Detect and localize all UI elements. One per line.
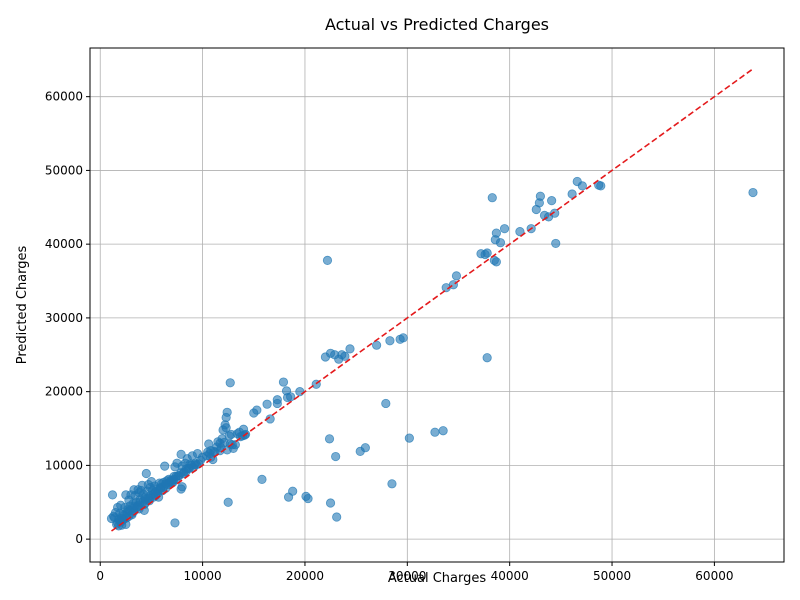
y-axis-ticks: 0 10000 20000 30000 40000 50000 60000 [45, 90, 90, 546]
data-point [332, 512, 342, 522]
data-point [372, 340, 382, 350]
data-point [404, 433, 414, 443]
plot-frame [89, 47, 785, 563]
data-point [186, 460, 196, 470]
grid-lines [90, 48, 784, 562]
data-point [322, 255, 333, 265]
data-point [295, 387, 305, 397]
data-point [272, 398, 282, 409]
y-tick-label: 30000 [45, 311, 83, 325]
plot-area [90, 48, 784, 562]
data-point [257, 474, 267, 485]
x-tick-label: 60000 [695, 569, 733, 583]
data-point [345, 344, 355, 354]
data-point [748, 187, 758, 198]
x-tick-label: 0 [96, 569, 104, 583]
data-point [324, 434, 335, 444]
y-tick-label: 50000 [45, 163, 83, 177]
data-point [438, 426, 448, 436]
data-point [141, 468, 151, 479]
data-point [515, 227, 525, 237]
y-axis-label: Predicted Charges [15, 245, 30, 364]
data-point [491, 257, 501, 267]
data-point [262, 399, 272, 409]
data-points [106, 176, 758, 531]
data-point [170, 462, 180, 472]
x-tick-label: 50000 [593, 569, 631, 583]
data-point [395, 334, 405, 344]
data-point [320, 352, 331, 362]
x-tick-label: 10000 [184, 569, 222, 583]
data-point [160, 461, 170, 471]
x-axis-label: Actual Charges [388, 571, 487, 586]
y-tick-label: 20000 [45, 385, 83, 399]
data-point [223, 497, 233, 507]
x-tick-label: 20000 [286, 569, 324, 583]
data-point [176, 484, 186, 494]
data-point [170, 518, 180, 528]
data-point [490, 235, 500, 245]
y-tick-label: 0 [75, 532, 83, 546]
data-point [281, 386, 292, 396]
reference-line [111, 67, 754, 532]
chart-title: Actual vs Predicted Charges [325, 15, 549, 34]
y-tick-label: 10000 [45, 458, 83, 472]
data-point [381, 398, 391, 409]
data-point [325, 498, 336, 508]
data-point [430, 427, 440, 437]
data-point [451, 271, 462, 281]
data-point [476, 249, 486, 259]
data-point [531, 204, 541, 215]
data-point [487, 193, 497, 203]
data-point [218, 425, 228, 435]
data-point [205, 448, 215, 459]
data-point [107, 490, 118, 500]
x-axis-ticks: 0 10000 20000 30000 40000 50000 60000 [96, 562, 733, 583]
data-point [385, 336, 395, 346]
data-point [387, 479, 397, 489]
data-point [117, 513, 127, 524]
data-point [278, 377, 289, 387]
y-tick-label: 60000 [45, 90, 83, 104]
data-point [547, 196, 557, 206]
reference-line-layer [111, 67, 754, 532]
data-point [572, 176, 582, 187]
x-tick-label: 30000 [388, 569, 426, 583]
x-tick-label: 40000 [491, 569, 529, 583]
data-point [331, 451, 341, 462]
data-point [121, 490, 131, 500]
data-point [355, 446, 365, 456]
data-point [225, 378, 235, 388]
data-point [301, 491, 311, 501]
data-point [204, 439, 214, 449]
data-point [499, 224, 510, 234]
data-point [283, 492, 294, 502]
y-tick-label: 40000 [45, 237, 83, 251]
data-point [551, 238, 561, 249]
data-point [482, 353, 492, 363]
data-point [176, 449, 186, 459]
data-point [249, 408, 259, 418]
